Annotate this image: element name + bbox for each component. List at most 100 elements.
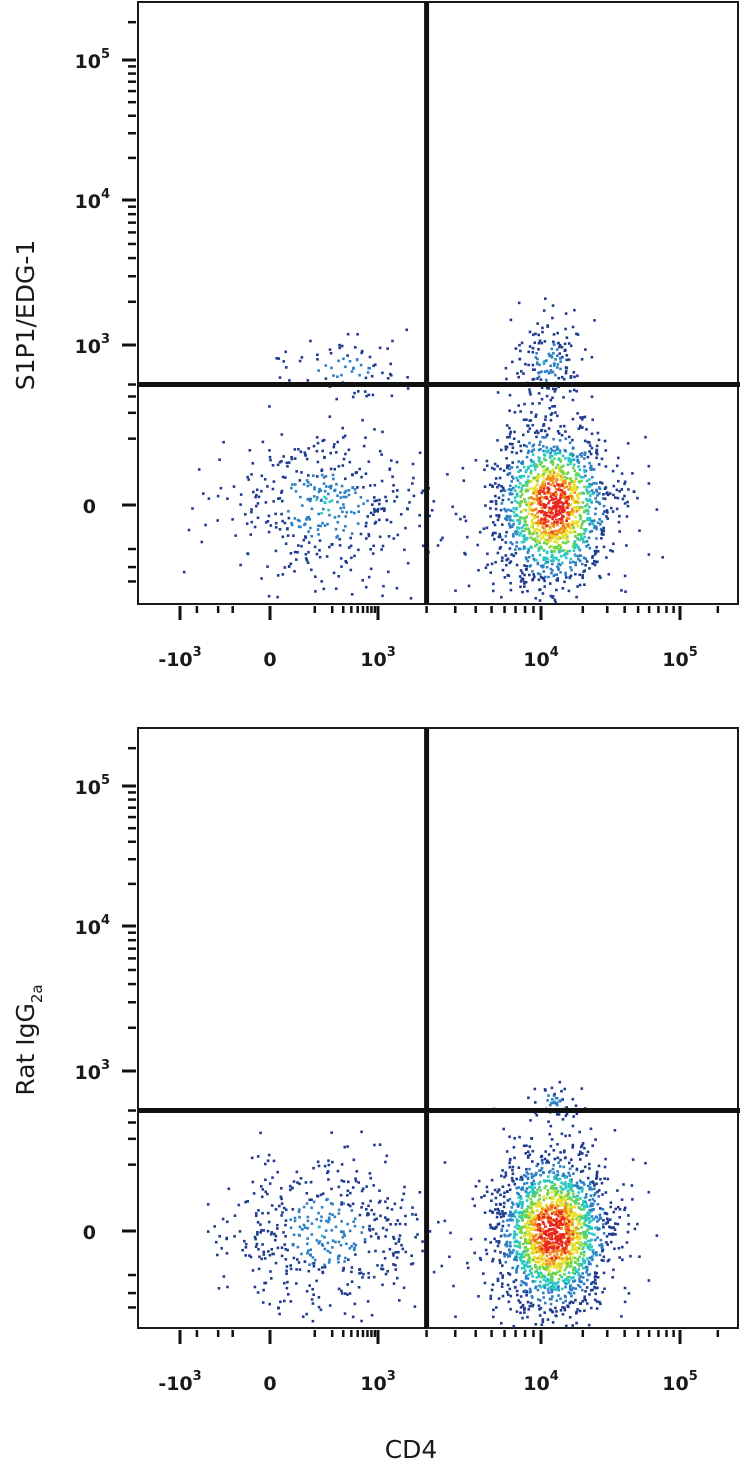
- event-dot: [543, 541, 546, 545]
- event-dot: [500, 1229, 503, 1233]
- event-dot: [317, 369, 320, 372]
- event-dot: [557, 376, 560, 380]
- event-dot: [563, 1249, 566, 1252]
- event-dot: [575, 488, 578, 492]
- event-dot: [627, 1214, 630, 1217]
- event-dot: [284, 1223, 287, 1227]
- event-dot: [661, 556, 664, 559]
- event-dot: [565, 1240, 568, 1243]
- event-dot: [233, 1214, 237, 1217]
- event-dot: [512, 1280, 516, 1284]
- event-dot: [530, 1203, 533, 1206]
- event-dot: [571, 1183, 574, 1187]
- event-dot: [576, 496, 580, 500]
- event-dot: [504, 509, 508, 513]
- event-dot: [378, 498, 381, 502]
- event-dot: [332, 445, 336, 449]
- event-dot: [607, 573, 611, 576]
- event-dot: [511, 477, 515, 480]
- event-dot: [568, 1179, 572, 1183]
- event-dot: [525, 557, 528, 561]
- event-dot: [551, 474, 555, 478]
- event-dot: [567, 1171, 570, 1175]
- event-dot: [532, 460, 535, 464]
- event-dot: [267, 1153, 271, 1157]
- event-dot: [448, 1255, 451, 1259]
- event-dot: [284, 1247, 287, 1251]
- event-dot: [524, 500, 527, 504]
- event-dot: [538, 371, 542, 374]
- event-dot: [510, 501, 514, 504]
- event-dot: [547, 1267, 550, 1270]
- event-dot: [578, 1213, 582, 1216]
- event-dot: [530, 411, 533, 414]
- event-dot: [270, 1233, 273, 1236]
- event-dot: [606, 517, 609, 520]
- event-dots: [206, 1080, 659, 1328]
- event-dot: [297, 525, 301, 528]
- event-dot: [557, 1242, 561, 1246]
- event-dot: [373, 510, 376, 513]
- event-dot: [593, 1298, 597, 1302]
- event-dot: [538, 1257, 541, 1260]
- x-tick-label: 103: [360, 645, 396, 671]
- event-dot: [516, 1227, 519, 1230]
- event-dot: [558, 1165, 562, 1168]
- event-dot: [358, 1213, 362, 1217]
- event-dot: [549, 1205, 552, 1208]
- event-dot: [533, 508, 537, 511]
- event-dot: [306, 1215, 310, 1219]
- event-dot: [519, 532, 522, 535]
- event-dot: [328, 1304, 332, 1307]
- event-dot: [314, 575, 317, 578]
- event-dot: [243, 1239, 246, 1243]
- y-tick-label: 103: [75, 1058, 111, 1084]
- event-dot: [565, 1278, 569, 1282]
- event-dot: [540, 511, 543, 514]
- event-dot: [501, 568, 505, 572]
- event-dot: [384, 1235, 387, 1238]
- event-dot: [572, 446, 575, 449]
- event-dot: [587, 1210, 591, 1214]
- event-dot: [542, 1257, 546, 1260]
- event-dot: [362, 486, 365, 489]
- event-dot: [515, 1269, 518, 1272]
- event-dot: [585, 1193, 588, 1196]
- event-dot: [618, 530, 621, 533]
- event-dot: [239, 563, 242, 567]
- event-dot: [308, 497, 312, 501]
- event-dot: [345, 1242, 348, 1246]
- event-dot: [298, 1182, 301, 1186]
- event-dot: [393, 500, 396, 503]
- event-dot: [546, 1268, 550, 1272]
- event-dot: [599, 1177, 602, 1181]
- event-dot: [582, 1246, 585, 1249]
- event-dot: [581, 1216, 584, 1220]
- event-dot: [579, 426, 582, 429]
- event-dot: [557, 1270, 561, 1273]
- event-dot: [563, 580, 566, 584]
- event-dot: [553, 450, 556, 454]
- event-dot: [581, 416, 585, 419]
- event-dot: [380, 453, 383, 456]
- event-dot: [404, 526, 407, 530]
- event-dot: [495, 1240, 498, 1243]
- event-dot: [511, 1179, 514, 1182]
- event-dot: [359, 363, 363, 367]
- event-dot: [583, 519, 587, 523]
- event-dot: [576, 1262, 580, 1266]
- event-dot: [375, 499, 379, 502]
- event-dot: [584, 1213, 588, 1217]
- event-dot: [547, 1179, 551, 1182]
- event-dot: [581, 1257, 585, 1261]
- event-dot: [364, 585, 368, 589]
- event-dot: [551, 517, 554, 521]
- event-dot: [539, 1211, 543, 1214]
- event-dot: [346, 1194, 349, 1197]
- event-dot: [372, 513, 375, 516]
- event-dot: [526, 1205, 530, 1208]
- event-dot: [306, 1237, 309, 1240]
- event-dot: [511, 461, 514, 464]
- event-dot: [368, 367, 371, 370]
- event-dot: [586, 1150, 590, 1154]
